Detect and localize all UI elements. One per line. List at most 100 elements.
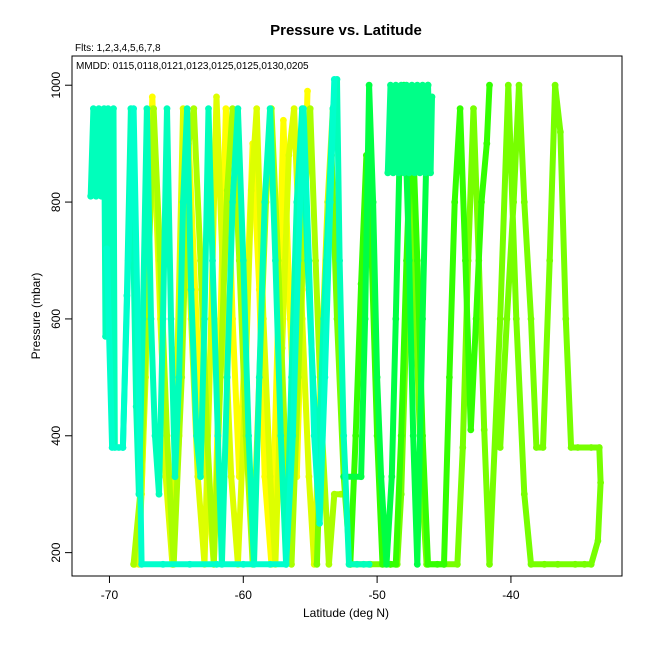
series-4-point [503, 315, 511, 323]
series-7 [384, 81, 436, 177]
series-layer [87, 76, 604, 568]
series-4-point [496, 444, 504, 451]
series-5-point [472, 315, 480, 323]
series-4-point [313, 560, 321, 568]
series-3-point [223, 187, 231, 194]
series-7-point [392, 81, 400, 89]
series-4-point [480, 426, 488, 434]
series-8-point [104, 105, 112, 112]
series-6-point [388, 473, 396, 481]
series-6-point [365, 81, 373, 89]
series-9-point [186, 560, 194, 568]
series-7-point [395, 169, 402, 177]
x-axis-label: Latitude (deg N) [303, 606, 389, 620]
series-3-point [312, 257, 319, 264]
chart-title: Pressure vs. Latitude [270, 22, 422, 39]
series-4-point [504, 81, 512, 89]
series-9-point [300, 105, 307, 112]
y-tick-label: 200 [49, 542, 63, 562]
series-2-point [213, 93, 220, 101]
series-4-point [486, 560, 493, 568]
mmdd-annotation: MMDD: 0115,0118,0121,0123,0125,0125,0130… [76, 61, 309, 72]
series-4-point [581, 560, 588, 568]
series-8-point [139, 315, 147, 323]
series-7-point [405, 169, 413, 177]
series-3-point [306, 105, 314, 112]
series-8-point [197, 473, 204, 481]
series-4-point [574, 444, 582, 451]
series-9-point [316, 520, 323, 527]
x-tick-label: -60 [235, 588, 253, 602]
series-5-point [462, 257, 469, 264]
series-2-point [290, 105, 298, 112]
series-4-point [527, 315, 535, 323]
series-4-point [551, 81, 559, 89]
series-7-point [419, 81, 426, 89]
series-2-point [253, 105, 261, 112]
series-1-point [222, 105, 230, 112]
series-8-point [187, 286, 195, 294]
series-9-point [138, 560, 146, 568]
series-8-point [151, 432, 159, 440]
y-tick-label: 1000 [49, 72, 63, 99]
series-4-point [470, 105, 477, 112]
series-8-point [90, 105, 97, 112]
series-8-point [214, 432, 222, 440]
x-tick-label: -40 [502, 588, 520, 602]
series-8-point [175, 373, 183, 381]
series-9-point [310, 432, 318, 440]
series-8-point [147, 315, 155, 323]
series-5-point [433, 560, 441, 568]
series-8-point [87, 192, 95, 200]
y-tick-label: 600 [49, 309, 63, 329]
series-5-point [392, 560, 400, 568]
series-9-point [330, 76, 338, 83]
series-6-point [419, 315, 426, 323]
y-tick-label: 800 [49, 192, 63, 212]
series-5-point [424, 560, 432, 568]
series-2-point [305, 473, 313, 481]
series-5-point [397, 432, 405, 440]
y-tick-label: 400 [49, 425, 63, 445]
series-8-point [179, 198, 187, 206]
series-9-point [213, 560, 220, 568]
series-5-point [440, 560, 448, 568]
series-9-line [103, 76, 338, 568]
series-4-point [512, 315, 520, 323]
series-3-point [288, 560, 295, 568]
series-7-line [384, 82, 435, 176]
series-2-point [266, 473, 274, 481]
series-5-point [352, 432, 360, 440]
series-7-point [427, 169, 434, 177]
series-6-point [383, 560, 390, 568]
y-axis-label: Pressure (mbar) [29, 273, 43, 360]
series-6-point [377, 473, 385, 481]
series-7-point [400, 169, 408, 177]
series-8-point [255, 373, 263, 381]
series-4-point [496, 315, 504, 323]
series-8-point [245, 432, 253, 440]
series-7-point [387, 81, 394, 89]
series-8-point [95, 105, 103, 112]
series-4-point [595, 444, 603, 451]
series-8-point [340, 432, 348, 440]
series-8-point [201, 315, 208, 323]
series-5-point [467, 426, 475, 434]
series-8-point [229, 198, 237, 206]
series-4-point [533, 444, 540, 451]
series-8-point [209, 257, 216, 264]
series-4-point [554, 560, 562, 568]
series-4-point [459, 444, 467, 451]
series-4-point [562, 315, 570, 323]
series-6-point [405, 257, 413, 264]
series-1-point [304, 87, 311, 95]
series-7-point [408, 81, 416, 89]
series-1-point [148, 93, 156, 101]
series-9-point [326, 198, 334, 206]
series-9-point [289, 432, 297, 440]
series-9-point [108, 444, 116, 451]
series-7-point [416, 169, 424, 177]
series-8-point [239, 257, 247, 264]
series-9-point [239, 560, 247, 568]
